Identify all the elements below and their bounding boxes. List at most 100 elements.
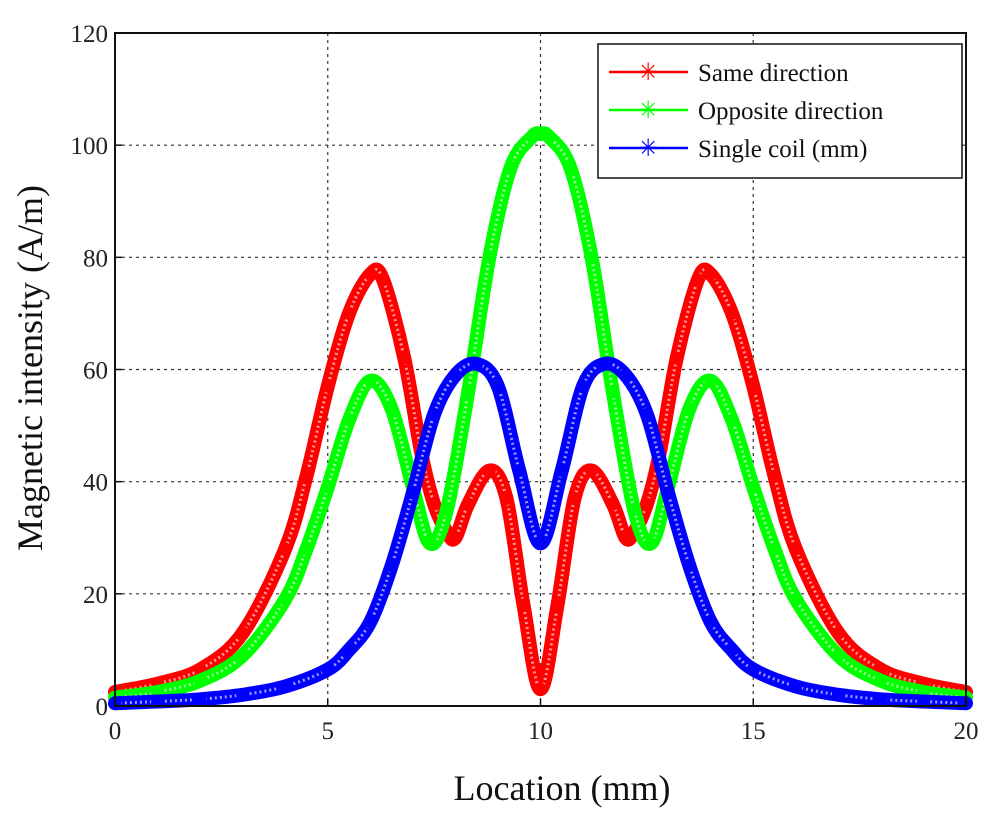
data-point xyxy=(278,592,292,606)
data-point xyxy=(746,663,760,676)
data-point xyxy=(482,250,496,264)
data-point xyxy=(789,679,803,693)
legend-item-opposite-direction: ✳ Opposite direction xyxy=(609,96,884,125)
data-point xyxy=(236,649,250,662)
data-point xyxy=(491,379,505,393)
y-tick-label: 20 xyxy=(83,582,108,609)
data-point xyxy=(461,385,475,399)
data-point xyxy=(789,542,803,556)
data-point xyxy=(406,486,420,500)
legend-item-same-direction: ✳ Same direction xyxy=(609,58,849,87)
data-point xyxy=(342,306,356,320)
data-point xyxy=(640,407,654,421)
data-point xyxy=(606,497,620,511)
data-point xyxy=(725,413,739,427)
data-point xyxy=(682,402,696,416)
data-point xyxy=(363,374,377,388)
y-tick-label: 80 xyxy=(83,245,108,272)
data-point xyxy=(342,643,356,657)
data-point xyxy=(597,357,611,371)
data-point xyxy=(448,531,462,545)
data-point xyxy=(585,250,599,264)
data-point xyxy=(725,306,739,320)
data-point xyxy=(831,688,845,702)
y-tick-label: 120 xyxy=(71,21,109,48)
data-point xyxy=(619,368,633,382)
data-point xyxy=(874,692,888,706)
data-point xyxy=(768,542,781,556)
legend-label: Opposite direction xyxy=(698,98,884,125)
data-point xyxy=(768,469,781,483)
data-point xyxy=(606,385,620,399)
data-point xyxy=(576,379,590,393)
legend-item-single-coil-mm: ✳ Single coil (mm) xyxy=(609,134,867,163)
data-point xyxy=(461,497,475,511)
tick-labels: 0 5 10 15 20 0 20 40 60 80 100 120 xyxy=(71,21,979,745)
data-point xyxy=(512,464,526,477)
data-point xyxy=(193,692,207,706)
y-tick-label: 0 xyxy=(96,694,109,721)
data-point xyxy=(385,559,399,573)
y-tick-label: 60 xyxy=(83,358,108,385)
x-axis-title: Location (mm) xyxy=(454,768,671,808)
x-tick-label: 15 xyxy=(741,718,766,745)
data-point xyxy=(691,273,705,287)
data-point xyxy=(342,413,356,427)
x-tick-label: 0 xyxy=(109,718,122,745)
legend-label: Single coil (mm) xyxy=(698,136,867,163)
legend-marker-icon: ✳ xyxy=(638,134,658,162)
series-opposite-direction xyxy=(108,126,973,705)
legend: ✳ Same direction ✳ Opposite direction ✳ Singl… xyxy=(597,43,963,179)
data-point xyxy=(670,351,684,365)
data-point xyxy=(746,379,760,393)
data-point xyxy=(831,626,845,640)
data-point xyxy=(568,492,581,505)
series-layer xyxy=(108,126,973,711)
data-point xyxy=(661,486,675,500)
data-point xyxy=(504,161,518,175)
data-point xyxy=(300,542,313,556)
data-point xyxy=(278,679,292,693)
data-point xyxy=(555,464,569,477)
data-point xyxy=(704,374,718,388)
legend-marker-icon: ✳ xyxy=(638,96,658,124)
data-point xyxy=(644,536,658,550)
data-point xyxy=(448,368,462,382)
data-point xyxy=(151,695,165,708)
data-point xyxy=(585,464,599,477)
data-point xyxy=(300,469,313,483)
data-point xyxy=(470,357,484,371)
data-point xyxy=(704,267,718,281)
data-point xyxy=(725,643,739,657)
series-same-direction xyxy=(108,262,973,699)
data-point xyxy=(193,674,207,688)
data-point xyxy=(363,267,377,281)
y-axis-title: Magnetic intensity (A/m) xyxy=(10,185,50,551)
data-point xyxy=(551,598,564,612)
data-point xyxy=(440,503,454,517)
data-point xyxy=(236,688,250,702)
legend-marker-icon: ✳ xyxy=(638,58,658,86)
data-point xyxy=(682,559,696,573)
data-point xyxy=(640,497,654,511)
data-point xyxy=(534,682,547,696)
x-tick-label: 20 xyxy=(954,718,979,745)
data-point xyxy=(321,379,335,393)
series-single-coil-mm xyxy=(108,356,973,711)
data-point xyxy=(278,542,292,556)
data-point xyxy=(321,480,335,494)
data-point xyxy=(363,615,377,629)
y-tick-label: 40 xyxy=(83,470,108,497)
data-point xyxy=(627,503,641,517)
data-point xyxy=(427,497,441,511)
data-point xyxy=(874,674,888,688)
data-point xyxy=(542,130,556,144)
y-tick-label: 100 xyxy=(71,133,109,160)
data-point xyxy=(831,649,845,662)
data-point xyxy=(423,536,437,550)
data-point xyxy=(500,492,513,505)
data-point xyxy=(746,480,760,494)
x-tick-label: 10 xyxy=(528,718,553,745)
data-point xyxy=(397,351,411,365)
